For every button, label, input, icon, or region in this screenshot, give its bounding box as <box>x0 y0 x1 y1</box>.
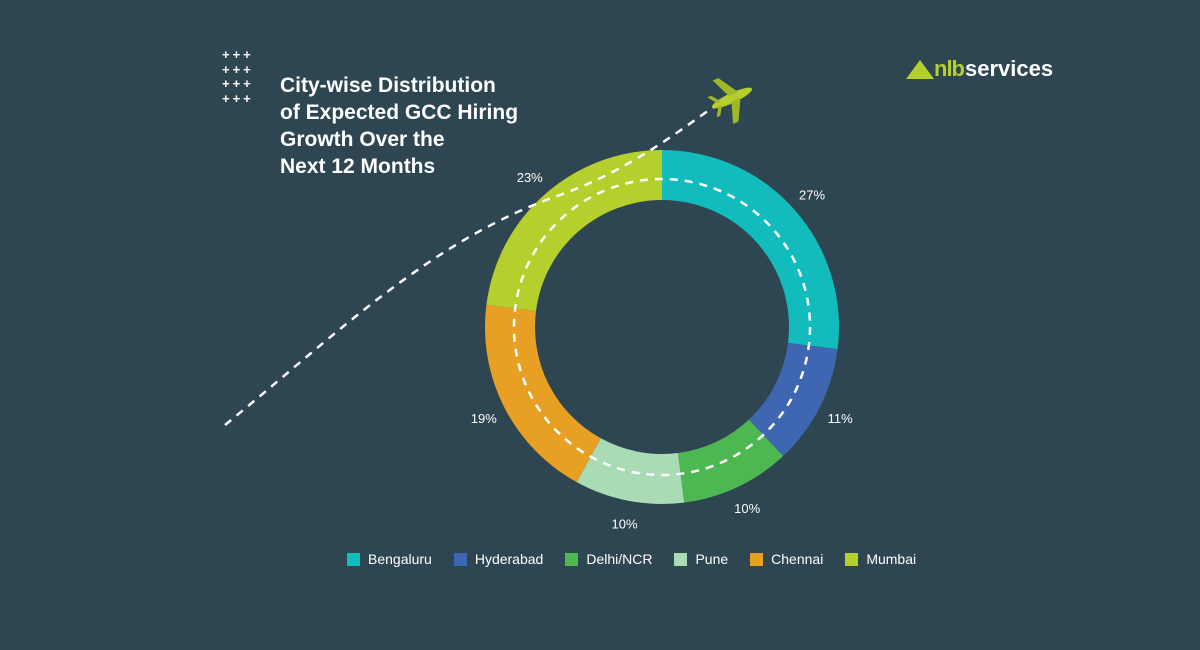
legend-swatch <box>845 552 859 566</box>
data-label: 10% <box>734 501 760 516</box>
data-label: 23% <box>517 170 543 185</box>
legend-label: Pune <box>695 551 729 567</box>
data-label: 19% <box>471 411 497 426</box>
logo-text-nlb: nlb <box>934 56 965 81</box>
data-label: 27% <box>799 188 825 203</box>
logo-text-services: services <box>965 56 1054 81</box>
chart-legend: Bengaluru Hyderabad Delhi/NCR Pune Chennai Mu… <box>347 551 916 567</box>
chart-title: City-wise Distribution of Expected GCC H… <box>280 72 580 180</box>
dashed-orbit-circle <box>512 177 812 477</box>
slice-pune <box>576 438 685 504</box>
title-line: Next 12 Months <box>280 155 436 178</box>
legend-swatch <box>674 552 688 566</box>
legend-label: Chennai <box>771 551 824 567</box>
legend-item: Pune <box>674 551 728 567</box>
legend-item: Bengaluru <box>347 551 432 567</box>
legend-swatch <box>750 552 764 566</box>
legend-item: Mumbai <box>845 551 916 567</box>
airplane-icon <box>707 77 753 124</box>
title-line: City-wise Distribution <box>280 74 496 97</box>
legend-label: Delhi/NCR <box>586 551 653 567</box>
legend-label: Bengaluru <box>368 551 432 567</box>
nlb-services-logo: nlb services <box>906 56 1053 82</box>
dashed-flight-path <box>224 104 716 426</box>
slice-delhi-ncr <box>677 419 784 503</box>
triangle-logo-icon <box>906 60 934 79</box>
title-line: of Expected GCC Hiring <box>280 101 519 124</box>
legend-label: Mumbai <box>866 551 917 567</box>
legend-label: Hyderabad <box>474 551 544 567</box>
data-label: 10% <box>612 516 638 531</box>
data-label: 11% <box>828 411 853 426</box>
legend-swatch <box>453 552 467 566</box>
legend-swatch <box>347 552 360 566</box>
legend-swatch <box>565 552 579 566</box>
slice-bengaluru <box>662 150 839 350</box>
slice-chennai <box>485 304 601 483</box>
slice-mumbai <box>486 150 662 312</box>
legend-item: Delhi/NCR <box>565 551 652 567</box>
title-line: Growth Over the <box>280 128 445 151</box>
plus-pattern-decoration: +++ +++ +++ +++ <box>222 47 254 106</box>
legend-item: Hyderabad <box>453 551 544 567</box>
legend-item: Chennai <box>750 551 823 567</box>
